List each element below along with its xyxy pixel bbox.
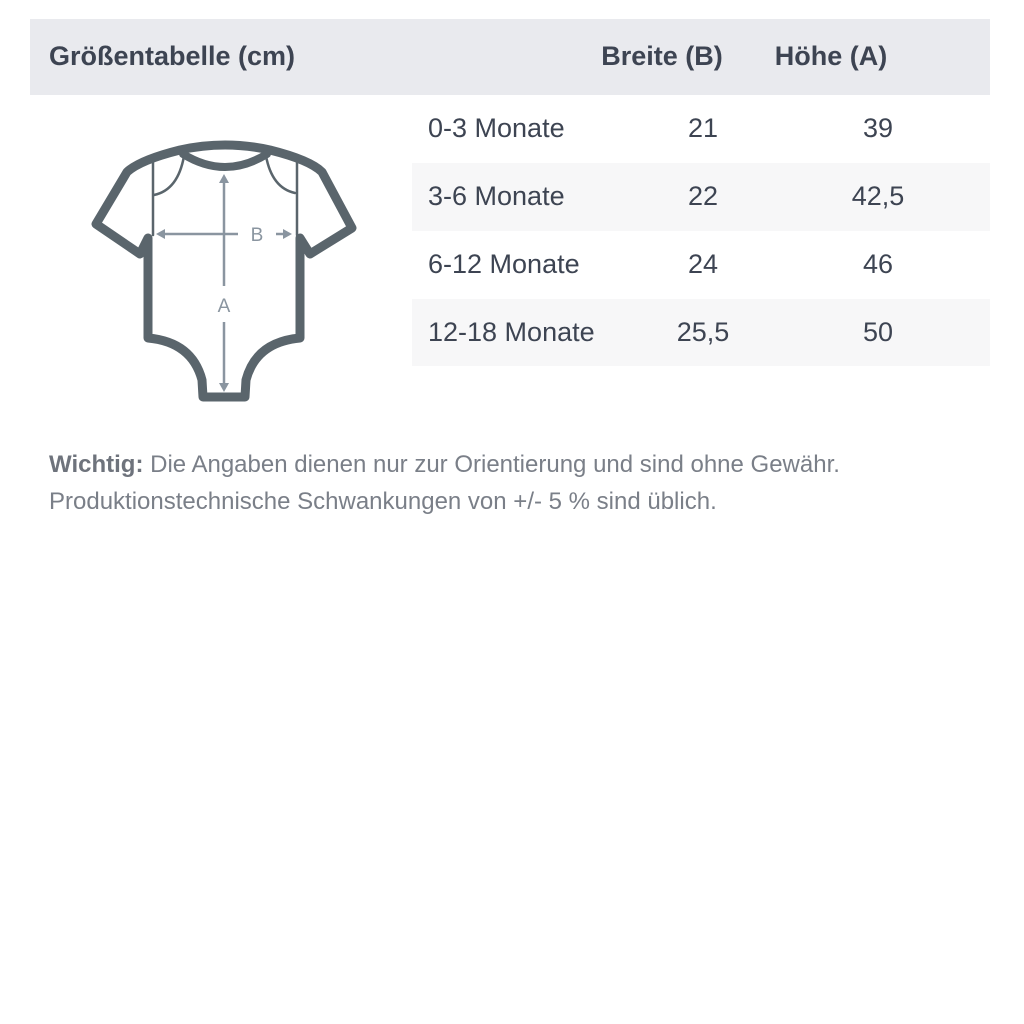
height-cell: 39 (862, 113, 894, 143)
height-cell: 50 (862, 317, 894, 347)
note-line-1: Die Angaben dienen nur zur Orientierung … (150, 451, 840, 478)
table-row: 0-3 Monate 21 39 (412, 95, 990, 163)
width-cell: 24 (687, 249, 719, 279)
measure-arrows-icon (156, 174, 292, 392)
size-cell: 6-12 Monate (428, 249, 580, 279)
size-cell: 0-3 Monate (428, 113, 565, 143)
size-cell: 3-6 Monate (428, 181, 565, 211)
height-cell: 42,5 (851, 181, 905, 211)
table-row: 12-18 Monate 25,5 50 (412, 299, 990, 366)
table-row: 6-12 Monate 24 46 (412, 231, 990, 299)
label-b: B (251, 225, 264, 246)
table-header: Größentabelle (cm) Breite (B) Höhe (A) (30, 19, 990, 95)
note-line-2: Produktionstechnische Schwankungen von +… (49, 488, 717, 515)
note-label: Wichtig: (49, 451, 144, 478)
neckline (179, 150, 271, 171)
width-cell: 22 (687, 181, 719, 211)
bodysuit-outline (91, 140, 357, 402)
bodysuit-diagram-icon: B A (91, 140, 357, 402)
width-cell: 25,5 (676, 317, 730, 347)
table-title: Größentabelle (cm) (49, 41, 296, 71)
label-a: A (218, 296, 231, 317)
width-cell: 21 (687, 113, 719, 143)
column-header-height: Höhe (A) (774, 41, 888, 71)
height-cell: 46 (862, 249, 894, 279)
size-cell: 12-18 Monate (428, 317, 595, 347)
disclaimer-note: Wichtig: Die Angaben dienen nur zur Orie… (49, 446, 840, 520)
table-row: 3-6 Monate 22 42,5 (412, 163, 990, 231)
column-header-width: Breite (B) (601, 41, 723, 71)
